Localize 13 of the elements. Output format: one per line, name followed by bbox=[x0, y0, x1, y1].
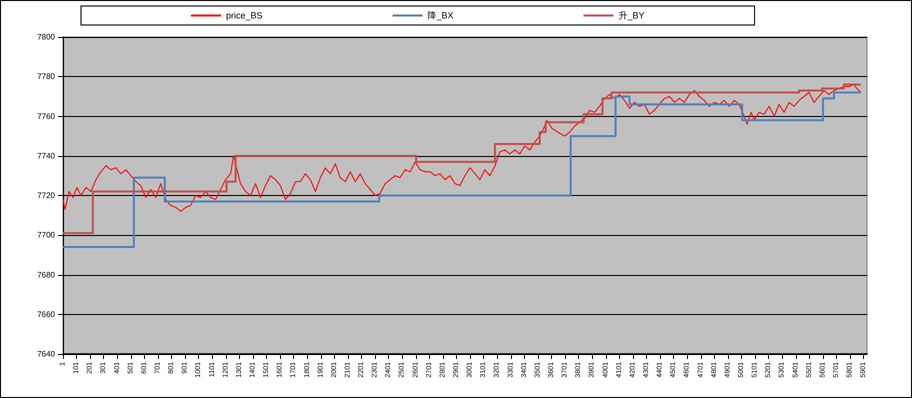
y-tick-label: 7800 bbox=[37, 32, 56, 42]
legend-label: price_BS bbox=[226, 10, 263, 20]
y-tick-label: 7740 bbox=[37, 151, 56, 160]
y-tick-label: 7640 bbox=[37, 350, 56, 358]
y-tick-label: 7660 bbox=[37, 310, 56, 319]
line-series bbox=[62, 84, 862, 212]
y-tick-label: 7780 bbox=[37, 72, 56, 82]
y-tick-label: 7700 bbox=[37, 230, 56, 240]
y-tick-label: 7680 bbox=[37, 270, 56, 280]
legend-label: 降_BX bbox=[428, 10, 454, 20]
y-tick-label: 7720 bbox=[37, 191, 56, 200]
y-tick-label: 7760 bbox=[37, 112, 56, 121]
legend-label: 升_BY bbox=[618, 10, 645, 20]
